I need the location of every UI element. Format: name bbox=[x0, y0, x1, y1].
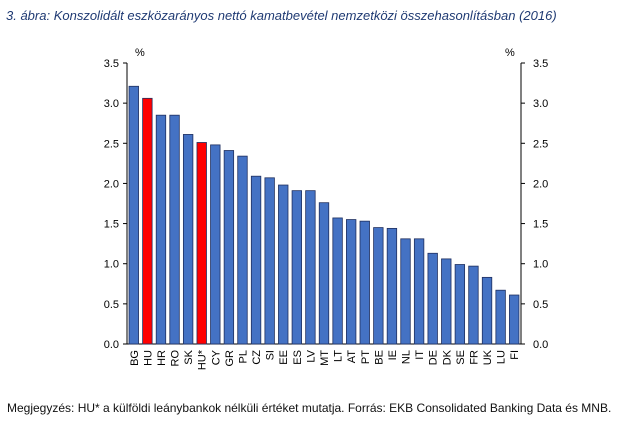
x-tick-label: CY bbox=[210, 349, 222, 365]
bar-si bbox=[264, 177, 275, 345]
bar-ee bbox=[278, 184, 289, 345]
bar-hu-star bbox=[196, 142, 207, 345]
y-tick-label-right: 0.0 bbox=[533, 339, 548, 351]
bar-dk bbox=[441, 258, 452, 345]
y-tick-label-right: 0.5 bbox=[533, 299, 548, 311]
bar-lt bbox=[332, 217, 343, 345]
bar-lv bbox=[305, 190, 316, 345]
bar-hr bbox=[155, 114, 167, 345]
bar-de bbox=[427, 252, 438, 345]
x-tick-label: IT bbox=[414, 350, 426, 360]
y-tick-label-right: 3.5 bbox=[533, 58, 548, 70]
y-tick-label-left: 1.5 bbox=[104, 219, 119, 231]
y-tick-label-left: 3.0 bbox=[104, 98, 119, 110]
bar-chart: % % 0.0 0.5 1.0 1.5 2.0 2.5 3.0 3.5 0.0 0.5 1.0 1.… bbox=[104, 47, 549, 370]
bar-mt bbox=[318, 202, 330, 345]
bar-se bbox=[454, 264, 466, 345]
bar-be bbox=[373, 227, 384, 345]
x-tick-label: FR bbox=[468, 350, 480, 365]
x-tick-label: MT bbox=[319, 350, 331, 366]
bar-ro bbox=[169, 114, 180, 345]
y-tick-label-right: 3.0 bbox=[533, 98, 548, 110]
x-tick-label: SI bbox=[265, 350, 277, 360]
x-tick-label: IE bbox=[387, 350, 399, 360]
x-tick-label: LT bbox=[333, 350, 345, 362]
bar-hu bbox=[142, 97, 153, 345]
x-tick-label: PT bbox=[360, 350, 372, 364]
x-tick-label: HU* bbox=[197, 349, 209, 370]
x-tick-label: NL bbox=[401, 350, 413, 364]
x-tick-label: GR bbox=[224, 350, 236, 367]
y-tick-label-left: 0.0 bbox=[104, 339, 119, 351]
y-ticks-right: 0.0 0.5 1.0 1.5 2.0 2.5 3.0 3.5 bbox=[521, 58, 548, 351]
x-tick-label: BG bbox=[129, 350, 141, 366]
x-tick-label: FI bbox=[509, 350, 521, 360]
bar-pt bbox=[359, 220, 370, 345]
bar-it bbox=[413, 238, 425, 345]
y-tick-label-left: 1.0 bbox=[104, 259, 119, 271]
bar-uk bbox=[481, 276, 493, 345]
bar-gr bbox=[223, 150, 235, 345]
x-tick-label: BE bbox=[373, 350, 385, 365]
x-tick-label: LV bbox=[305, 349, 317, 362]
bars bbox=[128, 85, 520, 345]
left-unit-label: % bbox=[135, 47, 145, 59]
bar-fr bbox=[468, 265, 479, 345]
y-tick-label-left: 0.5 bbox=[104, 299, 119, 311]
right-unit-label: % bbox=[505, 47, 515, 59]
bar-fi bbox=[509, 294, 520, 345]
y-tick-label-right: 1.0 bbox=[533, 259, 548, 271]
x-tick-label: LU bbox=[496, 350, 508, 364]
x-tick-label: PL bbox=[237, 350, 249, 363]
bar-es bbox=[291, 190, 302, 345]
x-tick-label: AT bbox=[346, 350, 358, 364]
x-tick-label: EE bbox=[278, 350, 290, 365]
x-tick-label: CZ bbox=[251, 350, 263, 365]
y-tick-label-left: 2.0 bbox=[104, 178, 119, 190]
x-tick-label: ES bbox=[292, 350, 304, 365]
bar-ie bbox=[386, 227, 398, 345]
x-tick-label: HR bbox=[156, 350, 168, 366]
bar-bg bbox=[128, 85, 139, 345]
y-tick-label-left: 3.5 bbox=[104, 58, 119, 70]
bar-sk bbox=[182, 134, 194, 345]
x-tick-label: UK bbox=[482, 349, 494, 365]
x-tick-label: RO bbox=[170, 350, 182, 367]
x-labels: BG HU HR RO SK HU* CY GR PL CZ SI EE ES LV MT LT AT PT BE I… bbox=[129, 349, 521, 370]
footnote: Megjegyzés: HU* a külföldi leánybankok n… bbox=[7, 401, 612, 415]
bar-at bbox=[346, 219, 357, 345]
x-tick-label: HU bbox=[142, 350, 154, 366]
bar-pl bbox=[237, 155, 248, 345]
bar-lu bbox=[495, 289, 506, 345]
chart-title: 3. ábra: Konszolidált eszközarányos nett… bbox=[6, 8, 557, 23]
y-tick-label-right: 1.5 bbox=[533, 219, 548, 231]
bar-cy bbox=[210, 144, 221, 345]
y-ticks-left: 0.0 0.5 1.0 1.5 2.0 2.5 3.0 3.5 bbox=[104, 58, 127, 351]
bar-nl bbox=[400, 238, 411, 345]
y-tick-label-right: 2.0 bbox=[533, 178, 548, 190]
y-tick-label-left: 2.5 bbox=[104, 138, 119, 150]
y-tick-label-right: 2.5 bbox=[533, 138, 548, 150]
x-tick-label: SK bbox=[183, 349, 195, 364]
bar-cz bbox=[250, 175, 262, 345]
x-tick-label: SE bbox=[455, 350, 467, 365]
x-tick-label: DK bbox=[441, 349, 453, 365]
x-tick-label: DE bbox=[428, 350, 440, 365]
